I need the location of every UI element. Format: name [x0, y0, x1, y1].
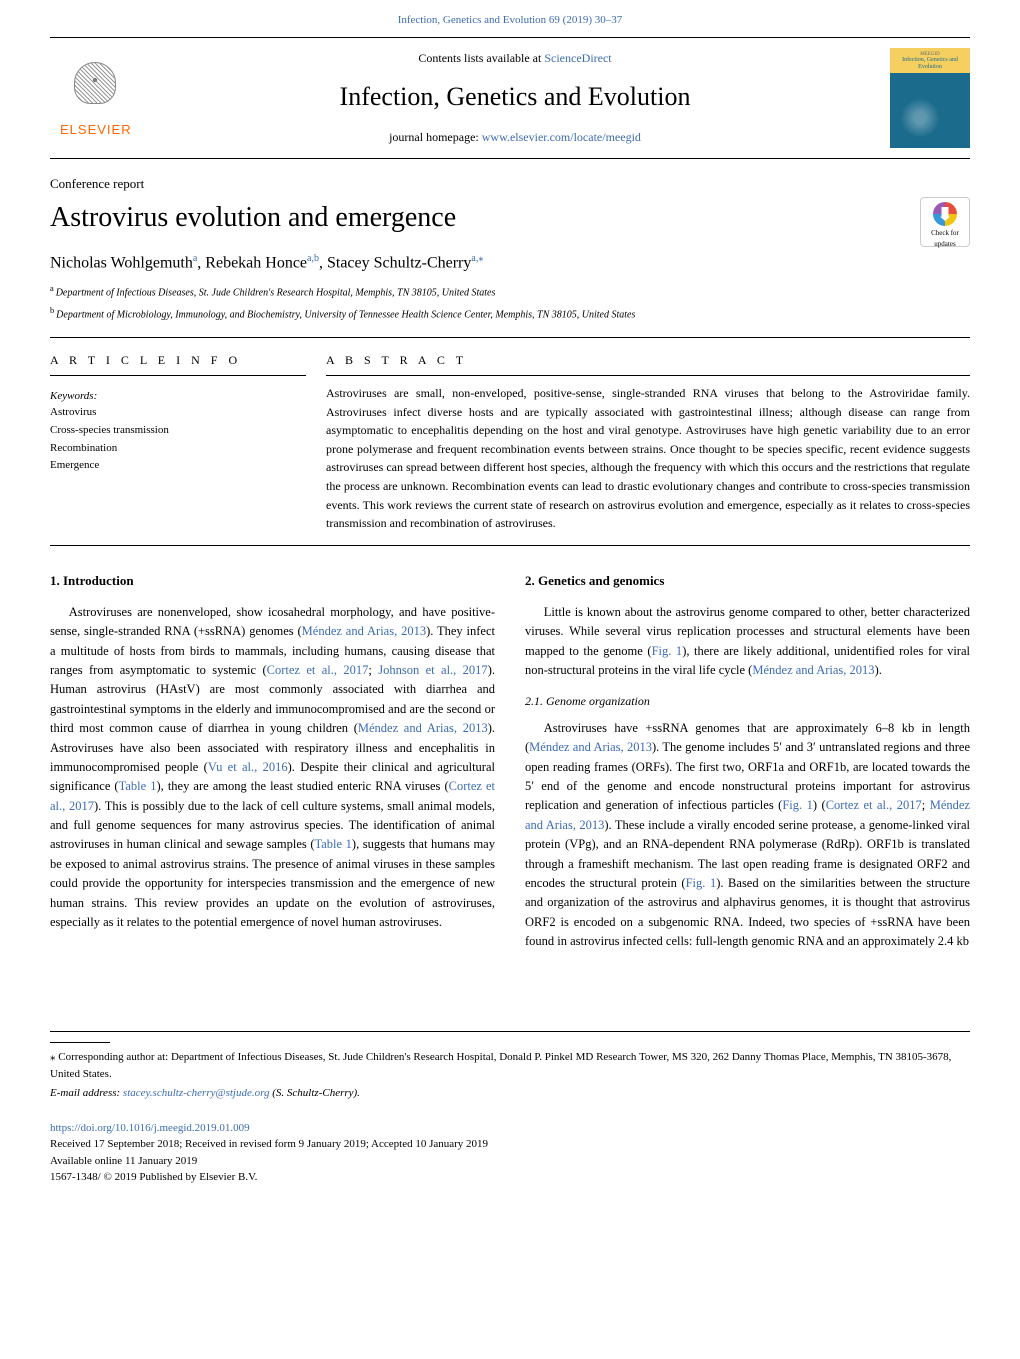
email-label: E-mail address: [50, 1087, 123, 1099]
email-line: E-mail address: stacey.schultz-cherry@st… [50, 1085, 970, 1102]
info-abstract-row: A R T I C L E I N F O Keywords: Astrovir… [50, 337, 970, 546]
ref-link[interactable]: Fig. 1 [686, 876, 717, 890]
info-heading: A R T I C L E I N F O [50, 351, 306, 376]
section-1-para: Astroviruses are nonenveloped, show icos… [50, 603, 495, 932]
email-suffix: (S. Schultz-Cherry). [270, 1087, 360, 1099]
article-content: Conference report Astrovirus evolution a… [0, 159, 1020, 982]
left-column: 1. Introduction Astroviruses are nonenve… [50, 571, 495, 952]
author3-corr[interactable]: ⁎ [478, 253, 483, 264]
homepage-link[interactable]: www.elsevier.com/locate/meegid [482, 130, 641, 144]
section-1-heading: 1. Introduction [50, 571, 495, 591]
author-3: Stacey Schultz-Cherry [327, 254, 471, 271]
abstract-text: Astroviruses are small, non-enveloped, p… [326, 384, 970, 533]
keywords-list: Astrovirus Cross-species transmission Re… [50, 404, 306, 474]
available-date: Available online 11 January 2019 [50, 1153, 970, 1170]
article-title: Astrovirus evolution and emergence [50, 197, 900, 239]
check-updates-label: Check for updates [931, 229, 959, 248]
ref-link[interactable]: Méndez and Arias, 2013 [358, 721, 488, 735]
contents-line: Contents lists available at ScienceDirec… [140, 49, 890, 67]
section-21-heading: 2.1. Genome organization [525, 692, 970, 711]
copyright: 1567-1348/ © 2019 Published by Elsevier … [50, 1169, 970, 1186]
corresponding-note: ⁎ Corresponding author at: Department of… [50, 1049, 970, 1082]
authors: Nicholas Wohlgemutha, Rebekah Honcea,b, … [50, 251, 970, 275]
author2-aff[interactable]: a,b [307, 253, 319, 264]
abstract-heading: A B S T R A C T [326, 351, 970, 376]
body-columns: 1. Introduction Astroviruses are nonenve… [50, 571, 970, 952]
article-info: A R T I C L E I N F O Keywords: Astrovir… [50, 338, 326, 545]
contents-prefix: Contents lists available at [418, 51, 544, 65]
ref-link[interactable]: Johnson et al., 2017 [378, 663, 487, 677]
elsevier-logo: ELSEVIER [50, 56, 140, 140]
email-link[interactable]: stacey.schultz-cherry@stjude.org [123, 1087, 270, 1099]
crossmark-icon [933, 202, 957, 226]
doi-link[interactable]: https://doi.org/10.1016/j.meegid.2019.01… [50, 1122, 250, 1134]
footer-separator [50, 1042, 110, 1043]
footer: ⁎ Corresponding author at: Department of… [50, 1031, 970, 1216]
ref-link[interactable]: Fig. 1 [782, 798, 813, 812]
keyword: Emergence [50, 457, 306, 475]
ref-link[interactable]: Cortez et al., 2017 [267, 663, 369, 677]
section-21-para: Astroviruses have +ssRNA genomes that ar… [525, 719, 970, 952]
ref-link[interactable]: Table 1 [119, 779, 157, 793]
ref-link[interactable]: Méndez and Arias, 2013 [529, 740, 652, 754]
section-2-heading: 2. Genetics and genomics [525, 571, 970, 591]
journal-cover-thumbnail: MEEGID Infection, Genetics and Evolution [890, 48, 970, 148]
received-dates: Received 17 September 2018; Received in … [50, 1136, 970, 1153]
section-2-para: Little is known about the astrovirus gen… [525, 603, 970, 681]
ref-link[interactable]: Méndez and Arias, 2013 [302, 624, 426, 638]
header-center: Contents lists available at ScienceDirec… [140, 49, 890, 146]
homepage-prefix: journal homepage: [389, 130, 482, 144]
cover-title: Infection, Genetics and Evolution [890, 57, 970, 70]
sciencedirect-link[interactable]: ScienceDirect [544, 51, 611, 65]
check-updates-badge[interactable]: Check for updates [920, 197, 970, 247]
homepage-line: journal homepage: www.elsevier.com/locat… [140, 128, 890, 146]
ref-link[interactable]: Fig. 1 [652, 644, 683, 658]
keywords-label: Keywords: [50, 388, 306, 405]
affiliation-a: aDepartment of Infectious Diseases, St. … [50, 283, 970, 300]
abstract: A B S T R A C T Astroviruses are small, … [326, 338, 970, 545]
journal-header: ELSEVIER Contents lists available at Sci… [50, 37, 970, 159]
ref-link[interactable]: Cortez et al., 2017 [826, 798, 922, 812]
keyword: Cross-species transmission [50, 422, 306, 440]
journal-issue-link: Infection, Genetics and Evolution 69 (20… [0, 0, 1020, 37]
author-1: Nicholas Wohlgemuth [50, 254, 193, 271]
keyword: Recombination [50, 440, 306, 458]
elsevier-tree-icon [65, 56, 125, 116]
ref-link[interactable]: Méndez and Arias, 2013 [752, 663, 874, 677]
author-2: Rebekah Honce [205, 254, 307, 271]
keyword: Astrovirus [50, 404, 306, 422]
journal-name: Infection, Genetics and Evolution [140, 77, 890, 116]
article-type: Conference report [50, 174, 970, 194]
right-column: 2. Genetics and genomics Little is known… [525, 571, 970, 952]
ref-link[interactable]: Table 1 [315, 837, 352, 851]
publisher-name: ELSEVIER [60, 120, 130, 140]
issue-link[interactable]: Infection, Genetics and Evolution 69 (20… [398, 14, 623, 26]
affiliation-b: bDepartment of Microbiology, Immunology,… [50, 305, 970, 322]
ref-link[interactable]: Vu et al., 2016 [208, 760, 288, 774]
author1-aff[interactable]: a [193, 253, 197, 264]
